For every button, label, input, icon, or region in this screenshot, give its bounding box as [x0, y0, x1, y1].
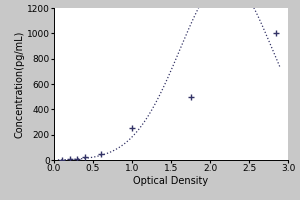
- Y-axis label: Concentration(pg/mL): Concentration(pg/mL): [14, 30, 24, 138]
- X-axis label: Optical Density: Optical Density: [134, 176, 208, 186]
